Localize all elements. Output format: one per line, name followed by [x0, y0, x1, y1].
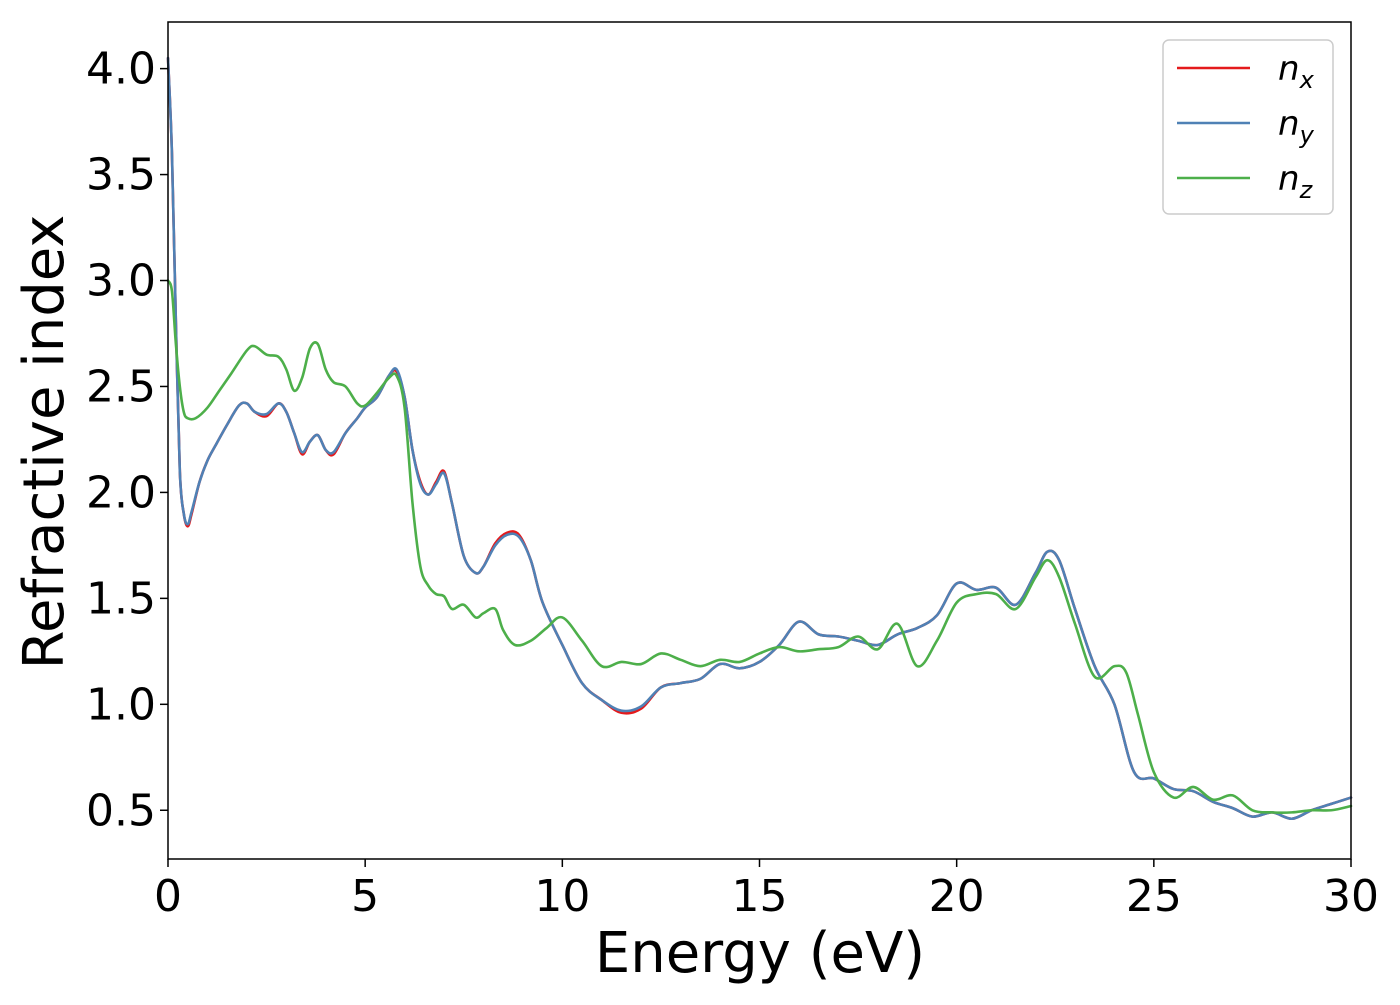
- series-line-z: [166, 279, 1353, 814]
- y-tick-label: 1.5: [86, 573, 156, 624]
- legend-box: [1162, 39, 1334, 215]
- y-tick-label: 0.5: [86, 785, 156, 836]
- y-tick-label: 4.0: [86, 44, 156, 95]
- x-tick-label: 5: [351, 871, 379, 922]
- y-tick-label: 2.0: [86, 467, 156, 518]
- x-tick-label: 10: [534, 871, 590, 922]
- y-tick-label: 3.0: [86, 256, 156, 307]
- y-tick-label: 1.0: [86, 679, 156, 730]
- x-tick-label: 0: [154, 871, 182, 922]
- legend-subscript: x: [1299, 66, 1315, 94]
- y-axis-label: Refractive index: [12, 215, 77, 670]
- series-line-y: [166, 56, 1353, 821]
- series-layer: [166, 56, 1353, 821]
- x-tick-label: 25: [1126, 871, 1182, 922]
- x-tick-label: 20: [929, 871, 985, 922]
- y-axis: 0.5 1.0 1.5 2.0 2.5 3.0 3.5 4.0: [86, 44, 168, 836]
- x-tick-label: 30: [1323, 871, 1379, 922]
- x-tick-label: 15: [732, 871, 788, 922]
- y-tick-label: 2.5: [86, 361, 156, 412]
- legend-subscript: y: [1299, 121, 1315, 149]
- y-tick-label: 3.5: [86, 150, 156, 201]
- x-axis-label: Energy (eV): [595, 921, 925, 986]
- legend-subscript: z: [1299, 176, 1314, 204]
- x-axis: 0 5 10 15 20 25 30: [154, 859, 1379, 922]
